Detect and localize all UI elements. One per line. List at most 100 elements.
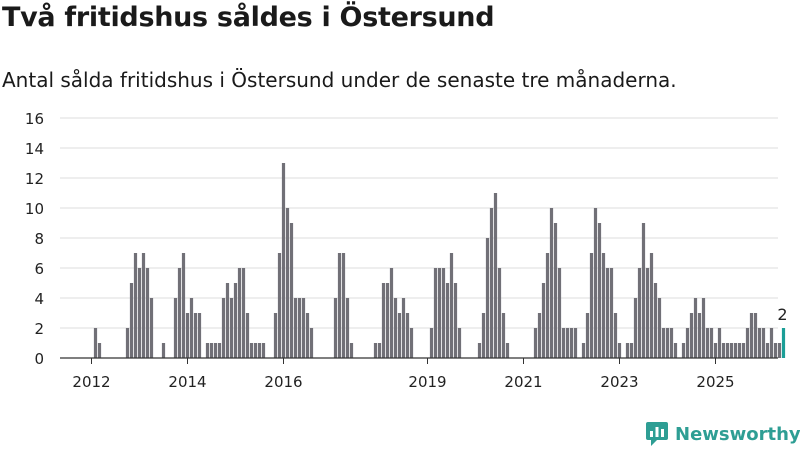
bar: [733, 343, 738, 358]
bar: [701, 298, 706, 358]
x-tick-label: 2021: [504, 373, 542, 391]
bar: [493, 193, 498, 358]
bar: [213, 343, 218, 358]
newsworthy-icon: [646, 422, 668, 446]
bar: [205, 343, 210, 358]
bar: [345, 298, 350, 358]
bar: [665, 328, 670, 358]
bar: [497, 268, 502, 358]
bar: [245, 313, 250, 358]
bar: [225, 283, 230, 358]
bar: [681, 343, 686, 358]
bar: [309, 328, 314, 358]
bar: [217, 343, 222, 358]
bar: [289, 223, 294, 358]
bar: [605, 268, 610, 358]
x-tick-label: 2012: [72, 373, 110, 391]
bar: [373, 343, 378, 358]
bar: [429, 328, 434, 358]
data-label: 2: [777, 305, 787, 324]
bar: [593, 208, 598, 358]
bar: [385, 283, 390, 358]
bar: [229, 298, 234, 358]
bar: [713, 343, 718, 358]
bar: [481, 313, 486, 358]
x-tick-label: 2019: [408, 373, 446, 391]
bar: [333, 298, 338, 358]
newsworthy-logo[interactable]: Newsworthy: [645, 419, 800, 449]
bar: [757, 328, 762, 358]
bar: [341, 253, 346, 358]
bar: [745, 328, 750, 358]
bar: [197, 313, 202, 358]
bar: [293, 298, 298, 358]
bar: [257, 343, 262, 358]
bar: [705, 328, 710, 358]
bar: [609, 268, 614, 358]
bar: [661, 328, 666, 358]
bar: [149, 298, 154, 358]
bar: [281, 163, 286, 358]
bar: [585, 313, 590, 358]
bar: [557, 268, 562, 358]
x-axis: 2012 2014 2016 2019 2021 2023 2025: [60, 357, 778, 391]
bar: [301, 298, 306, 358]
y-tick-label: 10: [25, 200, 44, 218]
bar: [649, 253, 654, 358]
bar: [781, 328, 786, 358]
bar: [753, 313, 758, 358]
bar: [673, 343, 678, 358]
bar: [581, 343, 586, 358]
bar: [601, 253, 606, 358]
bar: [381, 283, 386, 358]
bar: [553, 223, 558, 358]
brand-name: Newsworthy: [675, 423, 800, 445]
bar: [765, 343, 770, 358]
bar: [777, 343, 782, 358]
y-tick-label: 4: [34, 290, 44, 308]
bar: [657, 298, 662, 358]
bar: [613, 313, 618, 358]
bar: [261, 343, 266, 358]
bar: [449, 253, 454, 358]
bar: [249, 343, 254, 358]
bar: [445, 283, 450, 358]
bar: [125, 328, 130, 358]
bar: [397, 313, 402, 358]
bar: [477, 343, 482, 358]
bar: [241, 268, 246, 358]
bar: [273, 313, 278, 358]
bar: [645, 268, 650, 358]
bar: [337, 253, 342, 358]
bar: [233, 283, 238, 358]
bar: [93, 328, 98, 358]
bar: [297, 298, 302, 358]
chart-title: Två fritidshus såldes i Östersund: [2, 2, 495, 33]
bar: [717, 328, 722, 358]
y-tick-label: 0: [34, 350, 44, 368]
bar: [141, 253, 146, 358]
bar: [189, 298, 194, 358]
bar: [633, 298, 638, 358]
bar: [533, 328, 538, 358]
bar: [437, 268, 442, 358]
bar: [185, 313, 190, 358]
bar: [457, 328, 462, 358]
bar: [161, 343, 166, 358]
bar: [693, 298, 698, 358]
x-tick-label: 2025: [696, 373, 734, 391]
bar: [569, 328, 574, 358]
bar: [489, 208, 494, 358]
bar: [237, 268, 242, 358]
bar: [669, 328, 674, 358]
bar: [393, 298, 398, 358]
bar: [549, 208, 554, 358]
bar: [653, 283, 658, 358]
bar: [769, 328, 774, 358]
bar: [641, 223, 646, 358]
bar: [129, 283, 134, 358]
chart-subtitle: Antal sålda fritidshus i Östersund under…: [2, 68, 677, 92]
bar: [133, 253, 138, 358]
bar: [177, 268, 182, 358]
bar: [637, 268, 642, 358]
